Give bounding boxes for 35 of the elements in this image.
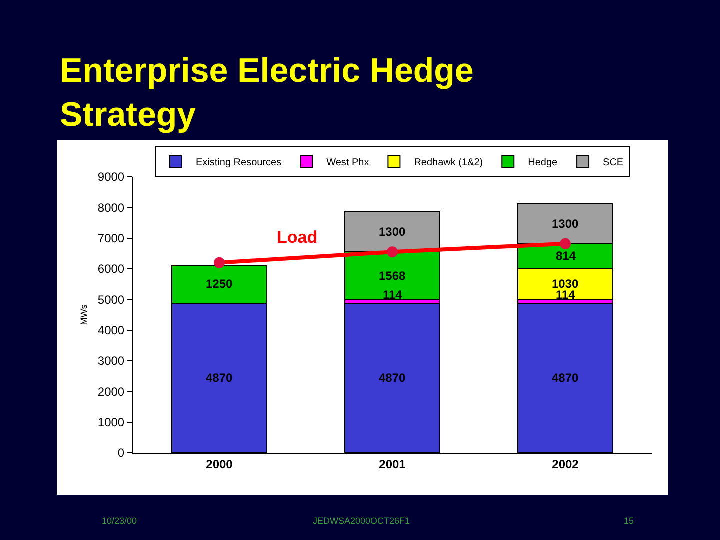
series-label: Load [277,228,318,247]
data-label: 1250 [206,277,234,291]
legend-label: West Phx [326,157,370,168]
legend-label: SCE [603,157,624,168]
legend-label: Redhawk (1&2) [414,157,484,168]
y-tick-label: 3000 [98,354,125,368]
data-label: 1300 [552,217,580,231]
data-label: 1568 [379,269,406,283]
legend-label: Existing Resources [196,157,282,168]
data-label: 1300 [379,225,406,239]
data-label: 4870 [206,371,234,385]
data-label: 114 [383,288,403,302]
y-axis-title: MWs [79,304,90,326]
y-tick-label: 4000 [98,324,125,338]
data-label: 4870 [552,371,580,385]
y-tick-label: 2000 [98,384,125,399]
y-tick-label: 6000 [98,262,125,276]
data-label: 114 [556,288,576,302]
legend-label: Hedge [528,157,558,168]
data-label: 1030 [552,277,580,291]
data-label: 4870 [379,371,406,385]
chart-title: Enterprise Electric Hedge Strategy [60,52,474,134]
x-tick-label: 2001 [379,457,406,472]
y-tick-label: 1000 [98,416,125,430]
text: 10/23/00 [102,516,138,526]
x-tick-label: 2000 [206,457,234,472]
text: JEDWSA2000OCT26F1 [313,516,410,526]
y-tick-label: 8000 [98,200,125,215]
y-tick-label: 5000 [98,292,125,307]
x-tick-label: 2002 [552,457,580,472]
data-label: 814 [556,249,576,263]
y-tick-label: 0 [118,446,125,460]
y-tick-label: 9000 [98,170,125,184]
text: 15 [624,516,634,526]
y-tick-label: 7000 [98,232,125,246]
